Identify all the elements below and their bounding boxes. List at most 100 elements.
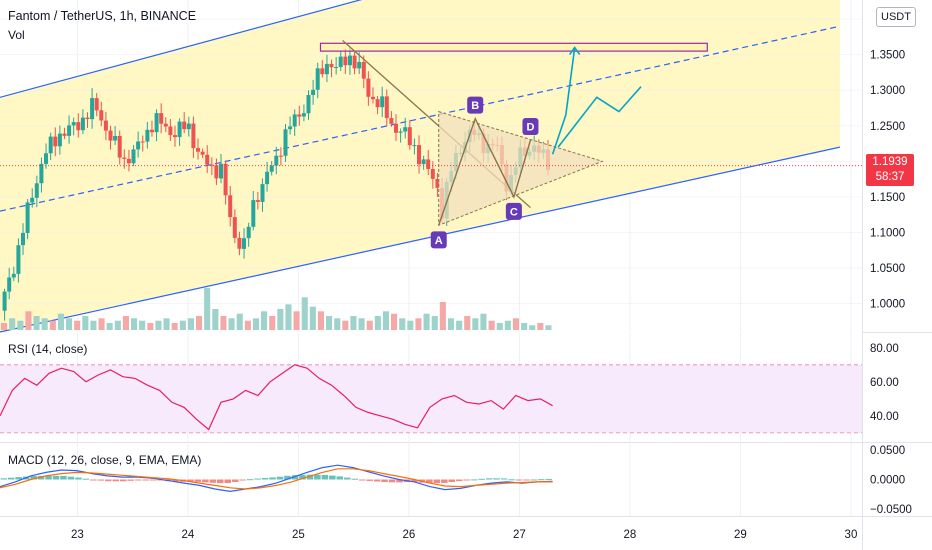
candle-body xyxy=(371,96,375,100)
candle-body xyxy=(34,183,39,198)
candle-body xyxy=(108,130,113,141)
volume-bar xyxy=(496,323,503,330)
volume-bar xyxy=(391,313,398,330)
candle-body xyxy=(191,123,196,149)
volume-bar xyxy=(464,316,471,330)
macd-histogram-bar xyxy=(52,475,60,480)
candle-body xyxy=(301,113,306,117)
rsi-line[interactable] xyxy=(0,364,553,431)
resistance-zone[interactable] xyxy=(319,42,708,52)
macd-histogram-bar xyxy=(493,478,500,480)
symbol-title[interactable]: Fantom / TetherUS, 1h, BINANCE xyxy=(8,9,197,23)
macd-histogram-bar xyxy=(82,478,90,480)
pattern-point-c-badge[interactable] xyxy=(505,202,522,220)
pattern-point-b-badge[interactable] xyxy=(467,96,484,114)
candle-body xyxy=(62,133,67,136)
volume-bar xyxy=(431,316,438,330)
macd-histogram-bar xyxy=(45,475,52,480)
volume-bar xyxy=(342,320,349,330)
macd-histogram-bar xyxy=(426,479,433,484)
volume-bar xyxy=(439,302,446,330)
volume-bar xyxy=(139,320,146,330)
last-price-value: 1.1939 xyxy=(872,156,908,168)
macd-histogram-bar xyxy=(381,479,388,482)
channel-lower-line[interactable] xyxy=(0,146,841,333)
macd-histogram-bar xyxy=(456,479,463,482)
candle-body xyxy=(67,125,72,136)
pattern-point-d-badge[interactable] xyxy=(522,118,539,135)
volume-bar xyxy=(17,320,24,330)
pattern-point-d-label: D xyxy=(526,122,534,134)
macd-label[interactable]: MACD (12, 26, close, 9, EMA, EMA) xyxy=(8,453,202,467)
macd-histogram-bar xyxy=(478,478,485,480)
rsi-label[interactable]: RSI (14, close) xyxy=(8,342,88,356)
candle-body xyxy=(283,129,288,156)
volume-bar xyxy=(415,318,422,330)
volume-bar xyxy=(1,323,8,330)
volume-label[interactable]: Vol xyxy=(8,28,25,42)
candle-body xyxy=(122,157,127,159)
candle-body xyxy=(16,245,21,274)
volume-bar xyxy=(309,306,316,330)
candle-body xyxy=(44,153,48,164)
macd-histogram-bar xyxy=(37,475,45,480)
volume-bar xyxy=(447,318,454,330)
pattern-point-a-badge[interactable] xyxy=(430,231,447,249)
channel-upper-line[interactable] xyxy=(0,0,763,98)
candle-body xyxy=(57,133,62,147)
candle-body xyxy=(39,163,44,184)
candle-body xyxy=(343,56,348,66)
candle-body xyxy=(71,122,76,126)
price-axis-label: 1.1000 xyxy=(870,227,905,239)
candle-body xyxy=(136,141,141,150)
macd-histogram-bar xyxy=(411,479,418,482)
candle-body xyxy=(200,151,205,155)
candle-body xyxy=(320,68,325,75)
macd-histogram-bar xyxy=(276,476,284,480)
triangle-pattern[interactable] xyxy=(438,110,604,227)
volume-bar xyxy=(317,311,324,330)
macd-histogram-bar xyxy=(508,479,515,481)
pattern-point-c-label: C xyxy=(510,206,518,218)
macd-histogram-bar xyxy=(75,477,82,480)
candle-body xyxy=(389,118,394,124)
volume-bar xyxy=(293,311,300,330)
candle-body xyxy=(237,237,242,249)
candle-body xyxy=(126,158,131,164)
macd-histogram-bar xyxy=(321,475,329,480)
volume-bar xyxy=(504,320,511,330)
channel-mid-line[interactable] xyxy=(0,25,841,212)
macd-histogram-bar xyxy=(8,477,15,480)
candle-body xyxy=(173,135,177,138)
candle-body xyxy=(430,169,435,179)
macd-histogram-bar xyxy=(134,479,142,481)
candle-body xyxy=(329,63,334,68)
projection-curve[interactable] xyxy=(557,86,642,148)
candle-body xyxy=(7,277,12,292)
pattern-point-a-label: A xyxy=(435,235,443,247)
signal-line[interactable] xyxy=(0,468,553,490)
candle-body xyxy=(260,184,265,202)
candle-body xyxy=(113,136,118,141)
volume-bar xyxy=(545,325,552,330)
projection-arrow[interactable] xyxy=(551,47,576,155)
macd-histogram-bar xyxy=(388,479,396,483)
candle-body xyxy=(324,63,329,75)
macd-histogram-bar xyxy=(530,479,538,481)
currency-button[interactable]: USDT xyxy=(876,7,916,27)
candle-body xyxy=(398,131,403,133)
candle-body xyxy=(209,164,214,166)
macd-histogram-bar xyxy=(269,477,276,480)
time-axis-label: 27 xyxy=(513,529,526,541)
macd-histogram-bar xyxy=(149,479,157,481)
macd-histogram-bar xyxy=(463,479,470,481)
volume-bar xyxy=(25,311,32,330)
candle-body xyxy=(412,145,417,147)
volume-bar xyxy=(244,320,251,330)
candle-body xyxy=(306,95,311,114)
abcd-zigzag[interactable] xyxy=(438,116,532,226)
time-axis-label: 24 xyxy=(181,529,194,541)
volume-bar xyxy=(252,318,259,330)
candle-body xyxy=(53,136,58,147)
